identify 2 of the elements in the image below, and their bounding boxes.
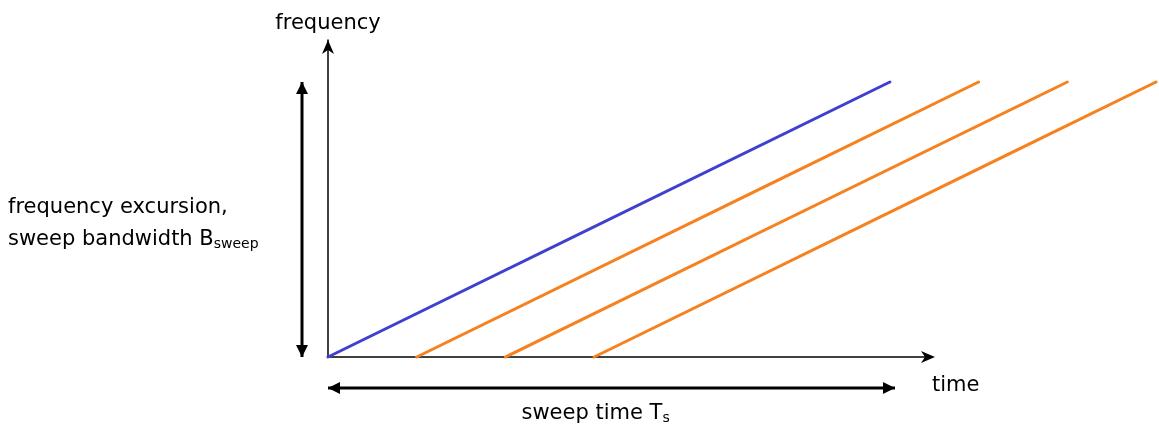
- x-axis-title: time: [932, 371, 980, 396]
- y-axis-title: frequency: [275, 9, 381, 34]
